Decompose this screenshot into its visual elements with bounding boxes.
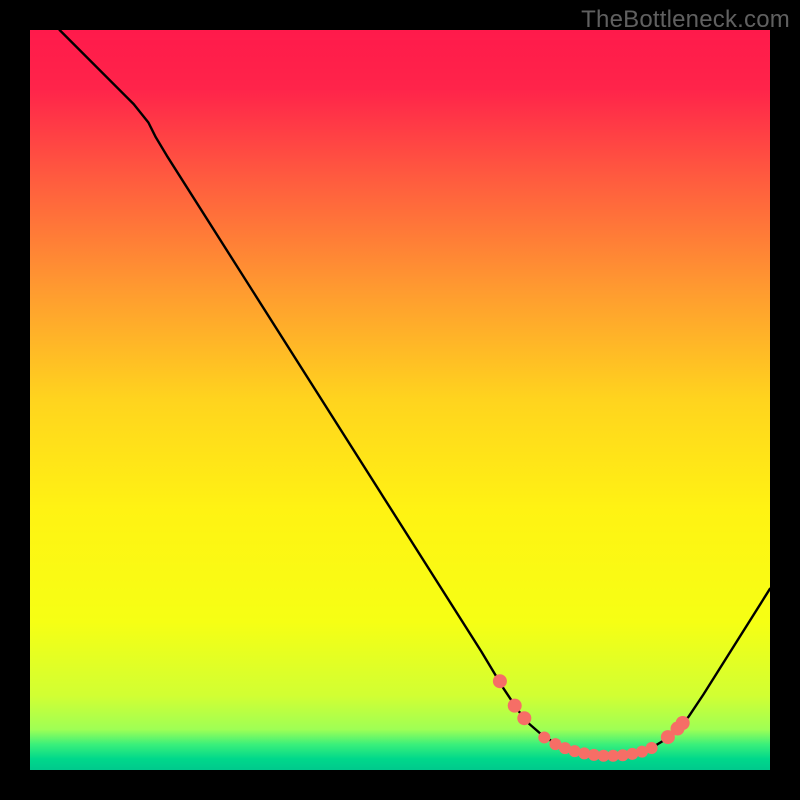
marker-bottom bbox=[646, 742, 658, 754]
marker-right bbox=[676, 716, 690, 730]
marker-bottom bbox=[538, 731, 550, 743]
marker-left bbox=[517, 711, 531, 725]
chart-container: TheBottleneck.com bbox=[0, 0, 800, 800]
marker-left bbox=[508, 699, 522, 713]
marker-left bbox=[493, 674, 507, 688]
watermark-text: TheBottleneck.com bbox=[581, 6, 790, 34]
bottleneck-chart bbox=[0, 0, 800, 800]
chart-background bbox=[30, 30, 770, 770]
